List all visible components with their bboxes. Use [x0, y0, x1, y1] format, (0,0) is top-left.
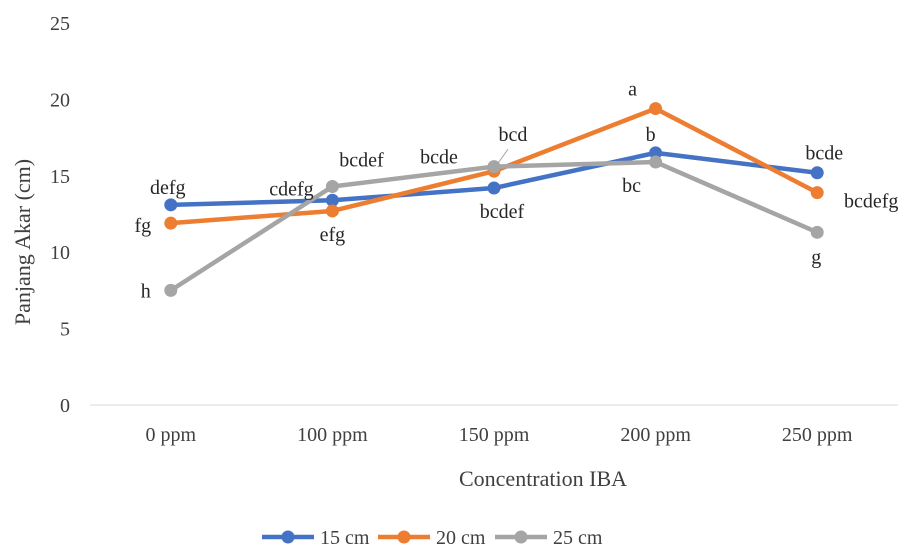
data-point [649, 155, 663, 169]
x-tick-label: 250 ppm [782, 424, 853, 446]
data-point [810, 166, 824, 180]
significance-label: b [646, 124, 656, 146]
data-point [810, 186, 824, 200]
significance-label: bcd [499, 124, 528, 146]
legend-label: 25 cm [553, 527, 603, 548]
data-point [487, 160, 501, 174]
series-lines [168, 106, 820, 293]
significance-label: bc [622, 175, 641, 197]
significance-label: bcde [420, 147, 458, 169]
significance-label: bcdef [339, 149, 384, 171]
data-point [649, 146, 663, 160]
x-tick-label: 150 ppm [459, 424, 530, 446]
y-tick-label: 5 [60, 319, 70, 341]
data-point [164, 216, 178, 230]
significance-label: g [811, 246, 821, 268]
data-point [325, 179, 339, 193]
y-tick-label: 15 [50, 166, 70, 188]
legend-label: 20 cm [436, 527, 486, 548]
legend: 15 cm 20 cm 25 cm [262, 527, 603, 548]
significance-label: bcdef [480, 201, 525, 223]
data-point [487, 181, 501, 195]
data-point [810, 225, 824, 239]
legend-swatch-marker [514, 530, 528, 544]
significance-label: cdefg [269, 178, 313, 200]
data-point [649, 102, 663, 116]
x-tick-label: 100 ppm [297, 424, 368, 446]
data-point [164, 198, 178, 212]
significance-label: h [141, 280, 151, 302]
significance-label: bcde [805, 143, 843, 165]
data-point [325, 204, 339, 218]
y-tick-label: 20 [50, 89, 70, 111]
data-point [164, 283, 178, 297]
significance-label: a [628, 79, 637, 101]
series-points [164, 102, 824, 297]
legend-label: 15 cm [320, 527, 370, 548]
legend-swatch-marker [397, 530, 411, 544]
x-tick-label: 0 ppm [146, 424, 197, 446]
x-axis-title: Concentration IBA [459, 466, 627, 491]
y-tick-label: 0 [60, 395, 70, 417]
significance-label: defg [150, 177, 186, 199]
y-axis-title: Panjang Akar (cm) [10, 159, 35, 325]
leader-line [497, 148, 509, 164]
significance-label: efg [320, 224, 346, 246]
x-tick-label: 200 ppm [620, 424, 691, 446]
y-tick-label: 25 [50, 13, 70, 35]
significance-label: fg [134, 215, 151, 237]
significance-label: bcdefg [844, 191, 898, 213]
y-tick-label: 10 [50, 242, 70, 264]
data-point [325, 193, 339, 207]
legend-swatch-marker [281, 530, 295, 544]
series-line [168, 159, 820, 293]
